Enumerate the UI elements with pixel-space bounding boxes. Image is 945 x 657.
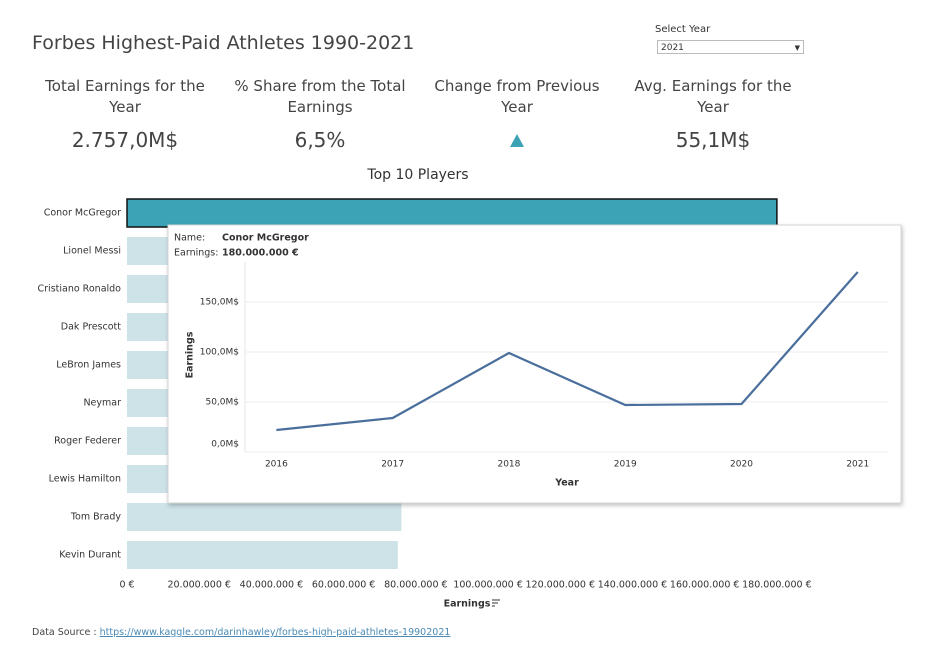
category-label: Cristiano Ronaldo: [38, 284, 122, 295]
x-tick-label: 2020: [730, 460, 753, 470]
x-tick-label: 0 €: [119, 580, 134, 591]
category-label: Tom Brady: [70, 512, 122, 523]
category-label: Lewis Hamilton: [49, 474, 121, 485]
x-axis-title: Year: [554, 478, 579, 489]
x-tick-label: 60.000.000 €: [312, 580, 375, 591]
x-tick-label: 2021: [846, 460, 869, 470]
line-series: [276, 271, 859, 432]
tooltip-earnings: 180.000.000 €: [222, 248, 299, 259]
x-tick-label: 40.000.000 €: [240, 580, 303, 591]
category-label: Conor McGregor: [44, 208, 121, 219]
category-label: Neymar: [83, 398, 121, 409]
source-link[interactable]: https://www.kaggle.com/darinhawley/forbe…: [99, 627, 451, 638]
y-tick-label: 150,0M$: [200, 298, 239, 308]
filter-label: Select Year: [655, 24, 711, 35]
x-axis-title: Earnings: [444, 599, 491, 610]
x-tick-label: 120.000.000 €: [526, 580, 596, 591]
y-tick-label: 0,0M$: [211, 440, 239, 450]
kpi-value: 6,5%: [294, 128, 346, 152]
y-axis-title: Earnings: [185, 331, 196, 378]
kpi-value: 55,1M$: [675, 128, 751, 152]
bar: [126, 198, 778, 228]
x-tick-label: 140.000.000 €: [598, 580, 668, 591]
footer-label: Data Source :: [32, 627, 97, 638]
kpi-label: Change from Previous Year: [434, 77, 600, 116]
x-tick-label: 2017: [381, 460, 404, 470]
bar: [127, 503, 402, 531]
tooltip-name: Conor McGregor: [222, 233, 309, 244]
year-dropdown[interactable]: 2021 ▼: [657, 40, 804, 54]
category-label: LeBron James: [56, 360, 121, 371]
x-tick-label: 100.000.000 €: [453, 580, 523, 591]
chart-title: Top 10 Players: [366, 167, 468, 183]
y-tick-label: 100,0M$: [200, 348, 239, 358]
category-label: Lionel Messi: [63, 246, 121, 257]
x-tick-label: 180.000.000 €: [742, 580, 812, 591]
category-label: Roger Federer: [54, 436, 121, 447]
kpi-label: Total Earnings for the Year: [45, 77, 205, 116]
bar: [127, 541, 398, 569]
x-tick-label: 2018: [497, 460, 520, 470]
x-tick-label: 80.000.000 €: [384, 580, 447, 591]
kpi-label: Avg. Earnings for the Year: [634, 77, 792, 116]
tooltip: Name: Conor McGregor Earnings: 180.000.0…: [167, 224, 902, 504]
tooltip-earnings-label: Earnings:: [174, 248, 218, 259]
y-tick-label: 50,0M$: [205, 398, 239, 408]
dashboard-title: Forbes Highest-Paid Athletes 1990-2021: [32, 32, 415, 54]
kpi-label: % Share from the Total Earnings: [234, 77, 406, 116]
x-tick-label: 2016: [265, 460, 288, 470]
x-tick-label: 20.000.000 €: [167, 580, 230, 591]
x-tick-label: 160.000.000 €: [670, 580, 740, 591]
footer: Data Source : https://www.kaggle.com/dar…: [32, 627, 450, 638]
kpi-value: 2.757,0M$: [71, 128, 179, 152]
change-indicator: [510, 134, 524, 147]
sort-icon[interactable]: [492, 599, 500, 607]
dropdown-arrow[interactable]: ▼: [794, 44, 800, 52]
x-tick-label: 2019: [614, 460, 637, 470]
tooltip-name-label: Name:: [174, 233, 205, 244]
category-label: Kevin Durant: [59, 550, 121, 561]
category-label: Dak Prescott: [61, 322, 121, 333]
dropdown-value: 2021: [661, 43, 684, 53]
